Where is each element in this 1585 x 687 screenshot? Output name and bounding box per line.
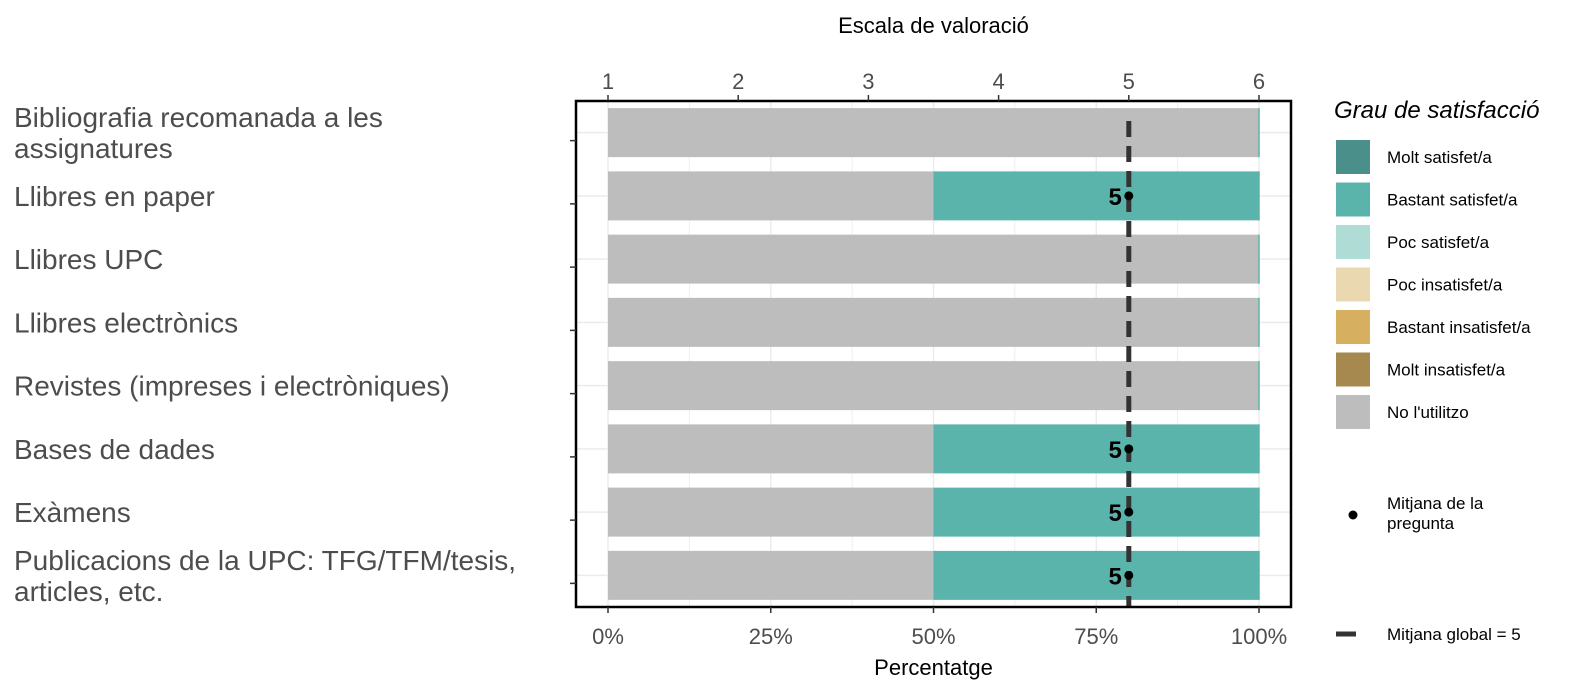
category-label: Llibres UPC (14, 244, 163, 275)
category-label-line: Bibliografia recomanada a les (14, 102, 383, 133)
category-label-line: Bases de dades (14, 434, 215, 465)
x-axis-title: Percentatge (874, 655, 993, 680)
question-mean-point (1124, 507, 1134, 517)
legend-mean-point (1348, 510, 1358, 520)
secondary-tick-label: 4 (992, 69, 1004, 94)
legend-mean-point-label: Mitjana de la pregunta (1387, 494, 1484, 533)
legend-key (1336, 225, 1370, 259)
question-mean-point (1124, 444, 1134, 454)
secondary-tick-label: 1 (602, 69, 614, 94)
legend: Molt satisfet/a Bastant satisfet/a Poc sat… (1336, 140, 1531, 637)
legend-key (1336, 140, 1370, 174)
question-mean-label: 5 (1108, 184, 1121, 211)
category-label: Exàmens (14, 497, 131, 528)
legend-mean-point-label-line: Mitjana de la (1387, 494, 1484, 513)
secondary-tick-label: 2 (732, 69, 744, 94)
bars (608, 108, 1260, 600)
category-label-line: Llibres electrònics (14, 307, 238, 338)
category-label: Bibliografia recomanada a les assignature… (14, 102, 383, 164)
category-label-line: Exàmens (14, 497, 131, 528)
legend-label: Poc insatisfet/a (1387, 276, 1503, 295)
legend-key (1336, 310, 1370, 344)
bar-segment (608, 108, 1259, 158)
mean-markers: 5 5 5 5 (1108, 121, 1134, 607)
legend-label: No l'utilitzo (1387, 403, 1469, 422)
category-label-line: articles, etc. (14, 576, 163, 607)
bar-segment (933, 487, 1259, 537)
legend-label: Poc satisfet/a (1387, 233, 1490, 252)
bar-segment (933, 171, 1259, 221)
secondary-tick-label: 3 (862, 69, 874, 94)
secondary-tick-label: 6 (1253, 69, 1265, 94)
category-label: Publicacions de la UPC: TFG/TFM/tesis, ar… (14, 545, 516, 607)
bar-segment (933, 424, 1259, 474)
x-tick-label: 0% (592, 624, 624, 649)
bar-segment (608, 171, 934, 221)
question-mean-label: 5 (1108, 563, 1121, 590)
question-mean-label: 5 (1108, 437, 1121, 464)
category-label-line: Llibres UPC (14, 244, 163, 275)
bar-segment (608, 361, 1259, 411)
x-tick-label: 75% (1074, 624, 1118, 649)
bar-segment (608, 297, 1259, 347)
bar-segment (608, 234, 1259, 284)
category-label: Llibres electrònics (14, 307, 238, 338)
category-label: Bases de dades (14, 434, 215, 465)
question-mean-label: 5 (1108, 500, 1121, 527)
category-label: Revistes (impreses i electròniques) (14, 371, 450, 402)
x-tick-label: 25% (749, 624, 793, 649)
legend-label: Molt insatisfet/a (1387, 361, 1506, 380)
bar-segment (608, 487, 934, 537)
legend-mean-point-label-line: pregunta (1387, 514, 1455, 533)
axes: 0% 25% 50% 75% 100% 1 2 3 4 5 6 Bibliografia recoma… (14, 69, 1287, 649)
category-label-line: Publicacions de la UPC: TFG/TFM/tesis, (14, 545, 516, 576)
category-label-line: Revistes (impreses i electròniques) (14, 371, 450, 402)
legend-key (1336, 267, 1370, 302)
legend-title: Grau de satisfacció (1334, 97, 1539, 124)
category-label-line: assignatures (14, 133, 173, 164)
legend-global-mean-label: Mitjana global = 5 (1387, 625, 1521, 644)
legend-label: Bastant insatisfet/a (1387, 318, 1531, 337)
legend-key (1336, 352, 1370, 387)
bar-segment (933, 550, 1259, 600)
bar-segment (608, 550, 934, 600)
x-tick-label: 100% (1231, 624, 1287, 649)
question-mean-point (1124, 570, 1134, 580)
secondary-tick-label: 5 (1123, 69, 1135, 94)
category-label: Llibres en paper (14, 181, 215, 212)
legend-label: Bastant satisfet/a (1387, 191, 1518, 210)
legend-key (1336, 395, 1370, 429)
question-mean-point (1124, 191, 1134, 201)
x-tick-label: 50% (911, 624, 955, 649)
secondary-axis-title: Escala de valoració (838, 13, 1029, 38)
legend-label: Molt satisfet/a (1387, 148, 1492, 167)
category-label-line: Llibres en paper (14, 181, 215, 212)
legend-key (1336, 182, 1370, 217)
bar-segment (608, 424, 934, 474)
